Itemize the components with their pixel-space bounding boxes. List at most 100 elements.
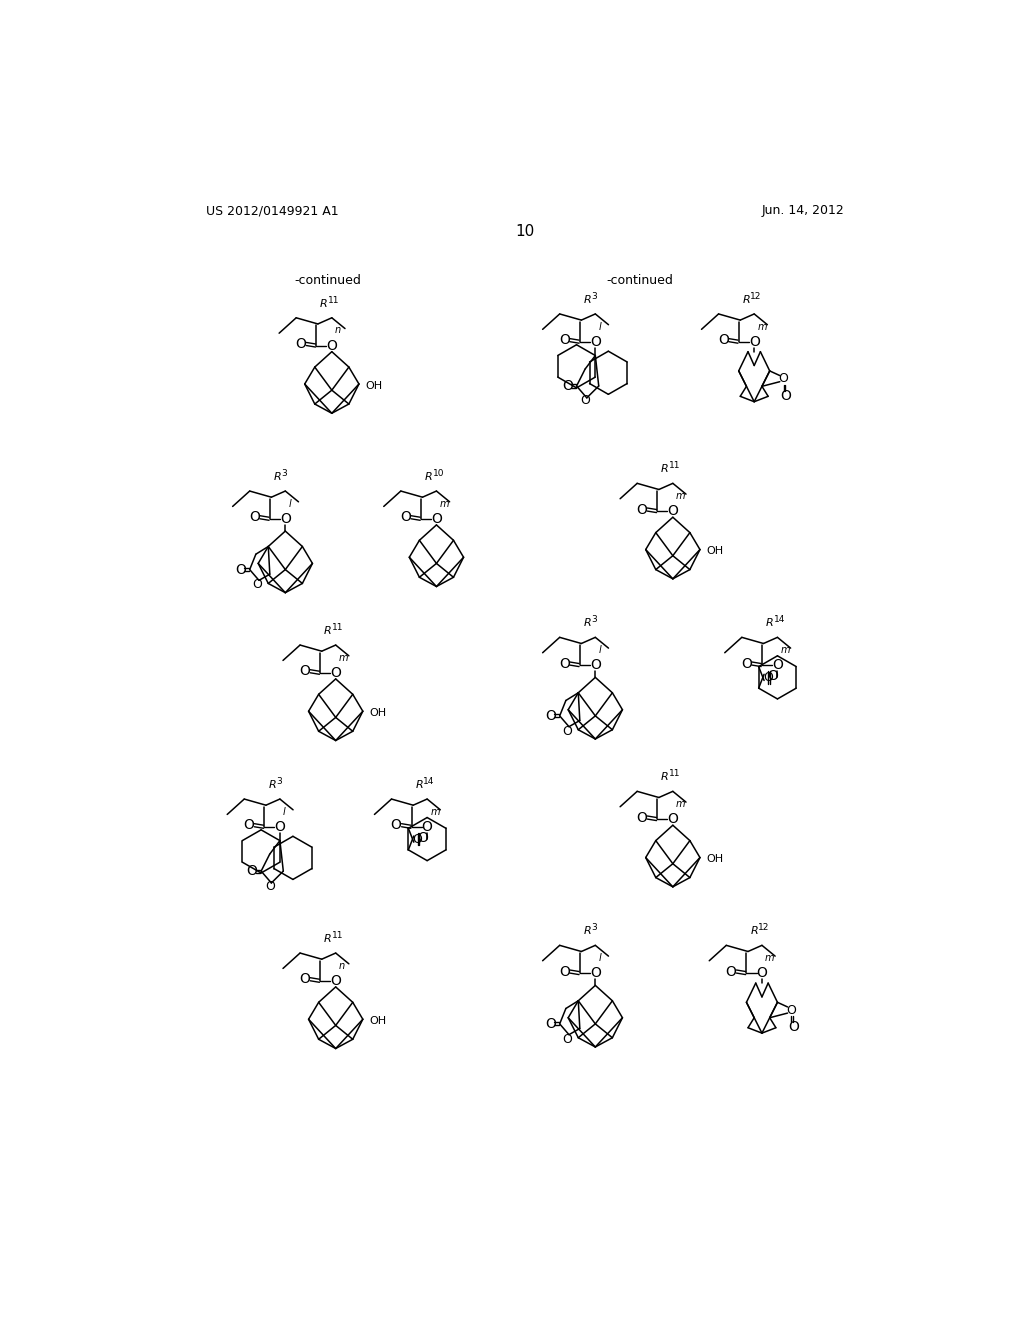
Text: O: O — [327, 338, 337, 352]
Text: m: m — [676, 491, 685, 502]
Text: R: R — [584, 294, 592, 305]
Text: O: O — [772, 659, 783, 672]
Text: O: O — [668, 812, 678, 826]
Text: 10: 10 — [432, 469, 444, 478]
Text: R: R — [273, 471, 282, 482]
Text: R: R — [324, 933, 332, 944]
Text: 3: 3 — [592, 923, 597, 932]
Text: m: m — [765, 953, 774, 964]
Text: R: R — [766, 618, 773, 628]
Text: R: R — [416, 780, 423, 789]
Text: O: O — [562, 379, 572, 393]
Text: O: O — [562, 1032, 572, 1045]
Text: m: m — [339, 653, 348, 663]
Text: O: O — [636, 503, 647, 516]
Text: l: l — [598, 322, 601, 331]
Text: 12: 12 — [758, 923, 769, 932]
Text: 3: 3 — [592, 615, 597, 624]
Text: O: O — [545, 709, 556, 723]
Text: Jun. 14, 2012: Jun. 14, 2012 — [762, 205, 844, 218]
Text: 11: 11 — [332, 623, 343, 632]
Text: R: R — [662, 772, 669, 781]
Text: O: O — [590, 659, 601, 672]
Text: m: m — [758, 322, 767, 331]
Text: 3: 3 — [276, 777, 282, 785]
Text: O: O — [636, 810, 647, 825]
Text: O: O — [391, 818, 401, 832]
Text: R: R — [662, 465, 669, 474]
Text: 14: 14 — [773, 615, 785, 624]
Text: O: O — [400, 511, 411, 524]
Text: O: O — [249, 511, 260, 524]
Text: 3: 3 — [282, 469, 287, 478]
Text: US 2012/0149921 A1: US 2012/0149921 A1 — [206, 205, 338, 218]
Text: R: R — [321, 298, 328, 309]
Text: O: O — [299, 664, 310, 678]
Text: 10: 10 — [515, 224, 535, 239]
Text: O: O — [788, 1020, 799, 1034]
Text: O: O — [234, 562, 246, 577]
Text: O: O — [545, 1016, 556, 1031]
Text: OH: OH — [369, 708, 386, 718]
Text: O: O — [559, 333, 569, 347]
Text: -continued: -continued — [606, 273, 673, 286]
Text: R: R — [425, 471, 432, 482]
Text: O: O — [718, 333, 729, 347]
Text: O: O — [417, 830, 428, 845]
Text: O: O — [767, 669, 778, 682]
Text: R: R — [324, 626, 332, 636]
Text: 11: 11 — [669, 461, 681, 470]
Text: O: O — [559, 656, 569, 671]
Text: R: R — [742, 294, 751, 305]
Text: O: O — [253, 578, 262, 591]
Text: O: O — [786, 1003, 797, 1016]
Text: n: n — [335, 326, 341, 335]
Text: O: O — [590, 335, 601, 348]
Text: 11: 11 — [669, 770, 681, 779]
Text: O: O — [757, 966, 767, 979]
Text: R: R — [584, 618, 592, 628]
Text: R: R — [268, 780, 276, 789]
Text: -continued: -continued — [295, 273, 361, 286]
Text: R: R — [584, 927, 592, 936]
Text: O: O — [280, 512, 291, 525]
Text: O: O — [265, 879, 274, 892]
Text: OH: OH — [366, 380, 382, 391]
Text: O: O — [780, 388, 792, 403]
Text: l: l — [598, 953, 601, 964]
Text: n: n — [339, 961, 345, 970]
Text: OH: OH — [707, 546, 723, 556]
Text: O: O — [431, 512, 442, 525]
Text: O: O — [559, 965, 569, 978]
Text: OH: OH — [707, 854, 723, 865]
Text: l: l — [283, 807, 286, 817]
Text: m: m — [780, 645, 791, 655]
Text: R: R — [751, 927, 758, 936]
Text: O: O — [590, 966, 601, 979]
Text: O: O — [274, 820, 286, 834]
Text: 14: 14 — [423, 777, 434, 785]
Text: O: O — [581, 395, 590, 408]
Text: O: O — [749, 335, 760, 348]
Text: O: O — [763, 671, 773, 684]
Text: O: O — [247, 865, 257, 878]
Text: O: O — [668, 504, 678, 517]
Text: 3: 3 — [592, 292, 597, 301]
Text: O: O — [562, 725, 572, 738]
Text: O: O — [244, 818, 254, 832]
Text: m: m — [430, 807, 439, 817]
Text: m: m — [676, 799, 685, 809]
Text: 12: 12 — [751, 292, 762, 301]
Text: m: m — [439, 499, 450, 508]
Text: O: O — [295, 337, 306, 351]
Text: O: O — [778, 372, 788, 385]
Text: O: O — [741, 656, 752, 671]
Text: O: O — [726, 965, 736, 978]
Text: O: O — [413, 833, 423, 846]
Text: O: O — [422, 820, 432, 834]
Text: O: O — [331, 974, 341, 987]
Text: OH: OH — [369, 1016, 386, 1026]
Text: O: O — [299, 973, 310, 986]
Text: l: l — [289, 499, 291, 508]
Text: 11: 11 — [332, 931, 343, 940]
